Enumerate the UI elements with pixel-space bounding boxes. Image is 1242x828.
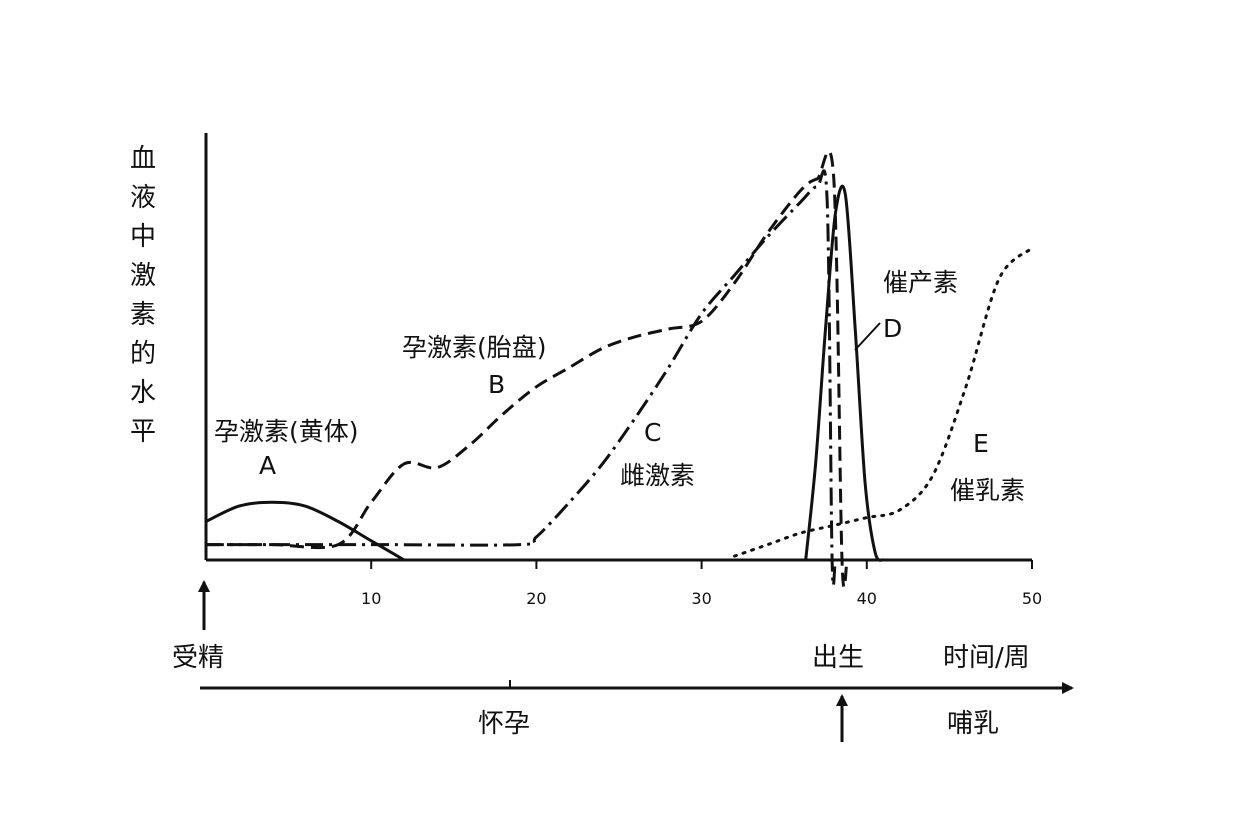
x-tick-label: 30 — [691, 589, 711, 608]
y-axis-label-char: 素 — [130, 300, 156, 330]
y-axis-label-char: 水 — [130, 378, 156, 408]
x-tick-label: 40 — [857, 589, 877, 608]
x-axis-ticks: 10 20 30 40 50 — [361, 560, 1042, 608]
label-b-letter: B — [488, 370, 505, 399]
y-axis-label-char: 平 — [130, 417, 156, 447]
label-d-name: 催产素 — [883, 268, 958, 297]
label-d-letter: D — [883, 314, 902, 343]
x-tick-label: 20 — [526, 589, 546, 608]
label-c-name: 雌激素 — [620, 461, 695, 490]
label-c-letter: C — [644, 418, 661, 447]
x-tick-label: 10 — [361, 589, 381, 608]
series-line-c — [206, 169, 839, 587]
y-axis-label-char: 血 — [130, 144, 156, 174]
label-b-name: 孕激素(胎盘) — [402, 333, 547, 362]
y-axis-label-char: 液 — [130, 183, 156, 213]
series-line-d — [804, 184, 885, 562]
lactation-label: 哺乳 — [947, 709, 999, 739]
label-d-leader — [854, 322, 881, 351]
y-axis-label-char: 中 — [130, 222, 156, 252]
time-unit-label: 时间/周 — [943, 643, 1030, 673]
pregnancy-label: 怀孕 — [478, 709, 530, 739]
series-lines — [205, 149, 1034, 589]
birth-label: 出生 — [812, 643, 864, 673]
series-line-a — [205, 500, 405, 562]
y-axis-label-char: 的 — [130, 339, 156, 369]
y-axis-label-char: 激 — [130, 261, 156, 291]
x-tick-label: 50 — [1022, 589, 1042, 608]
label-a-letter: A — [259, 451, 276, 480]
series-line-e — [733, 246, 1034, 558]
label-e-name: 催乳素 — [950, 476, 1025, 505]
series-line-b — [206, 149, 849, 589]
fertilization-label: 受精 — [172, 643, 224, 673]
label-a-name: 孕激素(黄体) — [214, 417, 359, 446]
label-e-letter: E — [973, 429, 989, 458]
